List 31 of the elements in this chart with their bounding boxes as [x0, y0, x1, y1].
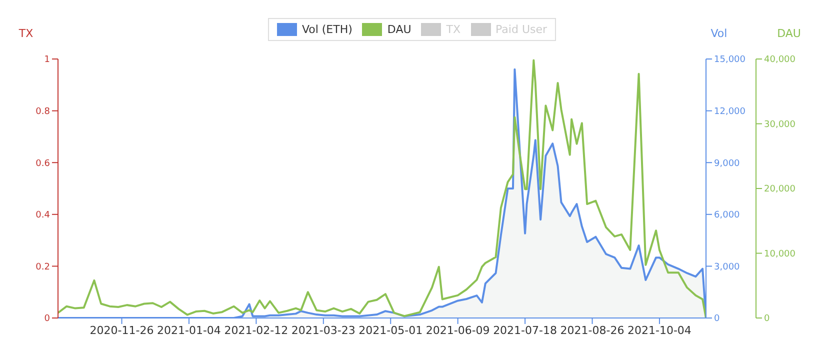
y3-tick-label: 20,000 — [764, 184, 796, 195]
y2-tick-label: 9,000 — [714, 158, 740, 169]
y2-tick-label: 15,000 — [714, 55, 746, 66]
x-tick-label: 2020-11-26 — [90, 324, 154, 337]
y2-tick-label: 3,000 — [714, 262, 740, 272]
y-tick-label: 1 — [44, 55, 50, 66]
x-tick-label: 2021-10-04 — [628, 324, 692, 337]
legend-label: DAU — [386, 23, 412, 36]
x-tick-label: 2021-08-26 — [560, 324, 624, 337]
y-tick-label: 0.4 — [36, 210, 50, 221]
x-tick-label: 2021-02-12 — [224, 324, 288, 337]
y-tick-label: 0.6 — [36, 158, 50, 169]
y3-tick-label: 40,000 — [764, 55, 796, 66]
x-tick-label: 2021-01-04 — [157, 324, 221, 337]
y2-tick-label: 6,000 — [714, 210, 740, 221]
y2-tick-label: 12,000 — [714, 106, 746, 117]
x-tick-label: 2021-03-23 — [291, 324, 356, 337]
y3-axis-title: DAU — [777, 27, 801, 40]
y3-tick-label: 10,000 — [764, 249, 796, 260]
y-tick-label: 0.8 — [36, 106, 50, 117]
y3-tick-label: 0 — [764, 314, 770, 324]
x-tick-label: 2021-06-09 — [426, 324, 490, 337]
x-tick-label: 2021-05-01 — [358, 324, 423, 337]
y-tick-label: 0.2 — [36, 262, 50, 272]
legend-label: Vol (ETH) — [300, 23, 352, 36]
y2-axis-title: Vol — [710, 27, 728, 40]
y3-tick-label: 30,000 — [764, 120, 796, 130]
y-axis-title: TX — [18, 27, 34, 40]
x-tick-label: 2021-07-18 — [493, 324, 558, 337]
y2-tick-label: 0 — [714, 314, 720, 324]
y-tick-label: 0 — [44, 314, 50, 324]
